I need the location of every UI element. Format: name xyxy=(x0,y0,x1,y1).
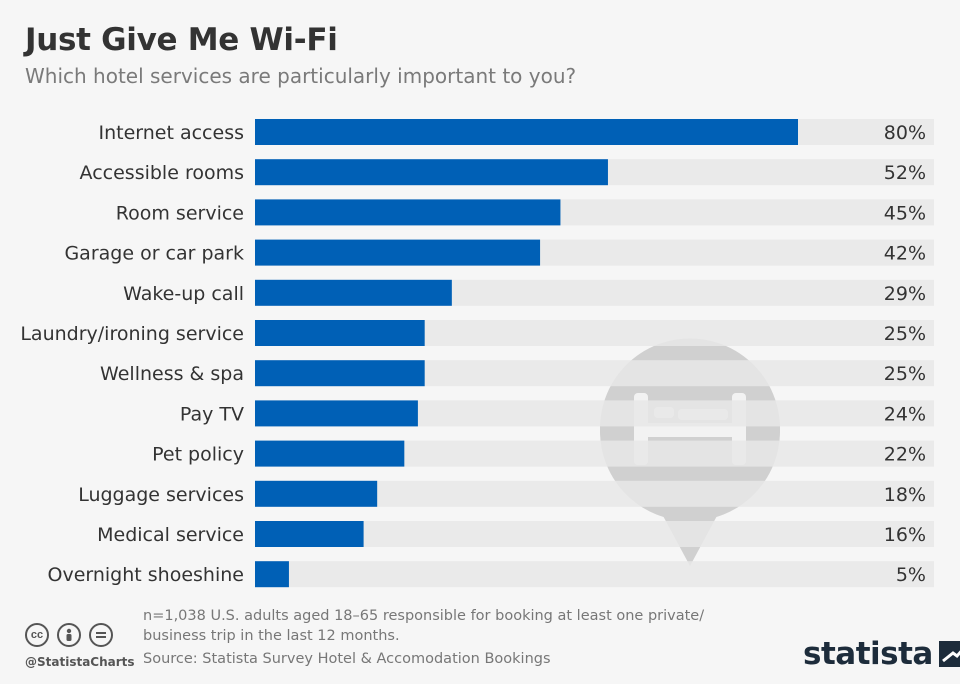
source-text: Source: Statista Survey Hotel & Accomoda… xyxy=(143,651,551,667)
value-label: 16% xyxy=(884,524,926,546)
twitter-handle[interactable]: @StatistaCharts xyxy=(25,655,135,669)
value-label: 45% xyxy=(884,202,926,224)
bar[interactable] xyxy=(255,360,425,387)
category-label: Room service xyxy=(116,202,244,224)
license-icons: cc xyxy=(25,623,113,647)
value-label: 22% xyxy=(884,444,926,466)
bar[interactable] xyxy=(255,521,364,547)
creative-commons-icon[interactable]: cc xyxy=(25,623,49,647)
attribution-icon[interactable] xyxy=(57,623,81,647)
statista-logo-icon xyxy=(938,641,960,667)
value-label: 80% xyxy=(884,122,926,144)
category-label: Wake-up call xyxy=(123,283,244,305)
category-label: Pet policy xyxy=(152,444,244,466)
logo-wordmark: statista xyxy=(803,636,933,672)
bar[interactable] xyxy=(255,561,289,588)
bar-track xyxy=(255,561,934,588)
chart-subtitle: Which hotel services are particularly im… xyxy=(25,64,577,88)
bar[interactable] xyxy=(255,480,378,507)
bar-track xyxy=(255,521,934,547)
category-label: Medical service xyxy=(97,524,244,546)
value-label: 24% xyxy=(884,403,926,425)
bar[interactable] xyxy=(255,199,561,226)
value-label: 18% xyxy=(884,484,926,506)
bar[interactable] xyxy=(255,239,541,266)
bar[interactable] xyxy=(255,400,418,427)
category-label: Overnight shoeshine xyxy=(48,564,245,586)
no-derivatives-icon[interactable] xyxy=(89,623,113,647)
value-label: 29% xyxy=(884,283,926,305)
category-label: Garage or car park xyxy=(64,243,244,265)
value-label: 42% xyxy=(884,243,926,265)
category-label: Laundry/ironing service xyxy=(20,323,244,345)
chart-title: Just Give Me Wi-Fi xyxy=(25,22,338,58)
footnote: n=1,038 U.S. adults aged 18–65 responsib… xyxy=(143,608,705,644)
value-label: 25% xyxy=(884,363,926,385)
statista-logo[interactable]: statista xyxy=(803,636,960,672)
bar[interactable] xyxy=(255,159,608,186)
category-label: Internet access xyxy=(98,122,244,144)
category-label: Luggage services xyxy=(78,484,244,506)
value-label: 52% xyxy=(884,162,926,184)
category-label: Accessible rooms xyxy=(80,162,244,184)
bar[interactable] xyxy=(255,320,425,346)
bar[interactable] xyxy=(255,119,798,145)
bar[interactable] xyxy=(255,440,405,467)
bar[interactable] xyxy=(255,279,452,306)
category-label: Pay TV xyxy=(180,403,244,425)
value-label: 25% xyxy=(884,323,926,345)
value-label: 5% xyxy=(896,564,926,586)
category-label: Wellness & spa xyxy=(100,363,244,385)
